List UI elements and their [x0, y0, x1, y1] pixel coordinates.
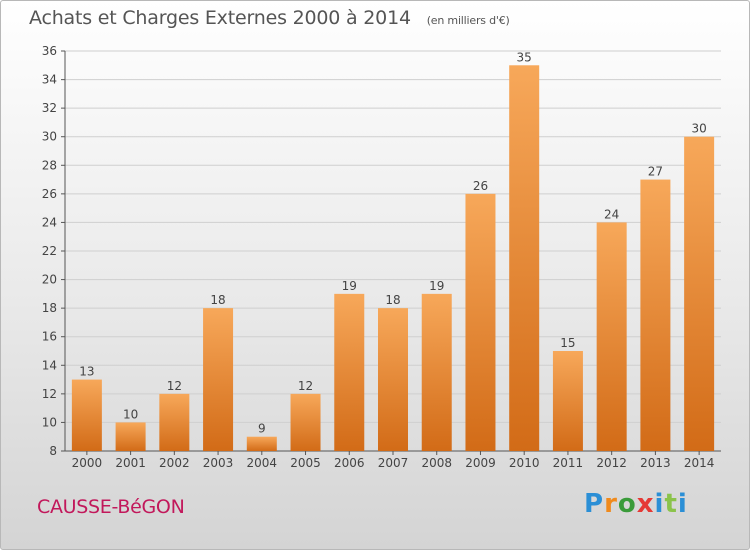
y-tick-label: 8	[49, 444, 57, 458]
y-tick-label: 26	[42, 187, 57, 201]
y-tick-label: 28	[42, 158, 57, 172]
bar	[684, 136, 715, 451]
data-label: 26	[473, 179, 488, 193]
y-tick-label: 24	[42, 215, 57, 229]
chart-title: Achats et Charges Externes 2000 à 2014 (…	[29, 7, 510, 29]
x-tick-label: 2013	[640, 456, 671, 470]
y-tick-label: 20	[42, 273, 57, 287]
data-label: 35	[517, 50, 532, 64]
data-label: 12	[298, 379, 313, 393]
bar	[596, 222, 627, 451]
data-label: 18	[210, 293, 225, 307]
logo-letter: x	[636, 489, 655, 519]
data-label: 19	[342, 279, 357, 293]
y-tick-label: 14	[42, 358, 57, 372]
bar	[334, 293, 365, 451]
y-tick-label: 22	[42, 244, 57, 258]
x-tick-label: 2005	[290, 456, 321, 470]
bar	[71, 379, 102, 451]
data-label: 27	[648, 165, 663, 179]
bar	[640, 179, 671, 452]
y-tick-label: 16	[42, 330, 57, 344]
chart-title-text: Achats et Charges Externes 2000 à 2014	[29, 7, 411, 29]
logo-letter: r	[604, 489, 618, 519]
bar	[290, 393, 321, 451]
logo-letter: i	[654, 489, 665, 519]
bar	[509, 65, 540, 452]
bar	[115, 422, 146, 451]
x-tick-label: 2010	[509, 456, 540, 470]
data-label: 18	[385, 293, 400, 307]
y-tick-label: 10	[42, 415, 57, 429]
x-tick-label: 2006	[334, 456, 365, 470]
logo-letter: t	[664, 489, 678, 519]
y-tick-label: 30	[42, 130, 57, 144]
bar	[378, 308, 408, 451]
x-tick-label: 2009	[465, 456, 496, 470]
x-tick-label: 2000	[72, 456, 103, 470]
bar	[203, 308, 234, 451]
chart-unit: (en milliers d'€)	[426, 14, 510, 27]
y-tick-label: 18	[42, 301, 57, 315]
x-tick-label: 2007	[378, 456, 409, 470]
x-tick-label: 2001	[115, 456, 146, 470]
x-tick-label: 2004	[247, 456, 278, 470]
bar	[159, 393, 190, 451]
bar	[246, 436, 277, 451]
commune-name: CAUSSE-BéGON	[37, 496, 185, 518]
bar	[552, 351, 583, 451]
y-tick-label: 12	[42, 387, 57, 401]
x-tick-label: 2014	[684, 456, 715, 470]
logo-letter: P	[584, 489, 605, 519]
x-tick-label: 2011	[553, 456, 584, 470]
data-label: 9	[258, 422, 266, 436]
data-label: 24	[604, 207, 619, 221]
logo-letter: i	[677, 489, 688, 519]
proxiti-logo[interactable]: Proxiti	[584, 489, 688, 519]
data-label: 15	[560, 336, 575, 350]
data-label: 10	[123, 407, 138, 421]
x-tick-label: 2002	[159, 456, 190, 470]
logo-letter: o	[617, 489, 637, 519]
y-tick-label: 36	[42, 44, 57, 58]
data-label: 30	[691, 122, 706, 136]
x-tick-label: 2008	[421, 456, 452, 470]
data-label: 19	[429, 279, 444, 293]
x-tick-label: 2012	[596, 456, 627, 470]
bar	[465, 193, 496, 451]
data-label: 12	[167, 379, 182, 393]
bar	[421, 293, 452, 451]
x-tick-label: 2003	[203, 456, 234, 470]
y-tick-label: 34	[42, 73, 57, 87]
y-tick-label: 32	[42, 101, 57, 115]
data-label: 13	[79, 365, 94, 379]
